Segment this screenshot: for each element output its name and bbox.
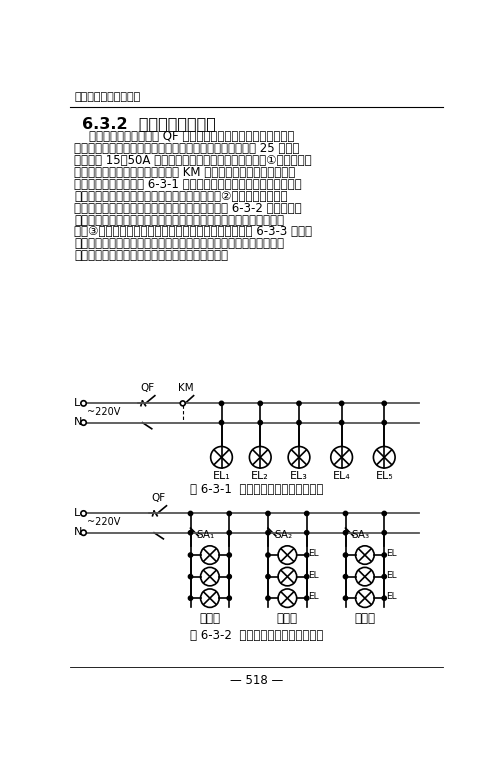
Circle shape: [227, 553, 231, 558]
Text: 载电流为 15～50A 以下灯具的开关控制一般分为三种：①用电源开关: 载电流为 15～50A 以下灯具的开关控制一般分为三种：①用电源开关: [74, 154, 312, 167]
Circle shape: [340, 421, 344, 424]
Text: ~220V: ~220V: [88, 517, 121, 527]
Text: 图 6-3-1  室内单路照明集中控制电路: 图 6-3-1 室内单路照明集中控制电路: [190, 483, 323, 496]
Circle shape: [305, 574, 309, 579]
Circle shape: [266, 553, 270, 558]
Text: 室内一个单相电源开关 QF 控制的线路以内所接的照明灯具称为: 室内一个单相电源开关 QF 控制的线路以内所接的照明灯具称为: [74, 130, 295, 143]
Text: 该种方式适用于室内单间或需要某一点控制灯具的场所，是一种比较: 该种方式适用于室内单间或需要某一点控制灯具的场所，是一种比较: [74, 238, 284, 251]
Text: EL₃: EL₃: [290, 471, 308, 481]
Circle shape: [305, 596, 309, 601]
Circle shape: [382, 596, 386, 601]
Text: SA₂: SA₂: [274, 530, 292, 540]
Text: EL: EL: [308, 592, 319, 601]
Circle shape: [227, 531, 231, 535]
Text: EL₅: EL₅: [375, 471, 393, 481]
Circle shape: [305, 531, 309, 535]
Circle shape: [188, 553, 193, 558]
Circle shape: [219, 401, 223, 405]
Text: N: N: [74, 527, 83, 537]
Circle shape: [266, 574, 270, 579]
Circle shape: [81, 511, 86, 516]
Circle shape: [180, 401, 185, 406]
Circle shape: [266, 531, 270, 535]
Circle shape: [188, 574, 193, 579]
Circle shape: [343, 511, 348, 516]
Text: QF: QF: [152, 494, 166, 504]
Text: L: L: [74, 398, 81, 408]
Text: EL: EL: [386, 592, 396, 601]
Circle shape: [382, 421, 386, 424]
Text: 几盏灯的方式，该种控制方式称为分路控制，如图 6-3-2 所示，一般: 几盏灯的方式，该种控制方式称为分路控制，如图 6-3-2 所示，一般: [74, 201, 302, 215]
Text: EL: EL: [386, 549, 396, 558]
Circle shape: [340, 401, 344, 405]
Circle shape: [258, 401, 263, 405]
Circle shape: [297, 401, 301, 405]
Circle shape: [227, 574, 231, 579]
Text: 第一路: 第一路: [199, 612, 220, 625]
Text: 节能的控制方式，例如家庭、旅店、宾馆房间等。: 节能的控制方式，例如家庭、旅店、宾馆房间等。: [74, 249, 228, 262]
Circle shape: [382, 531, 386, 535]
Text: 全程图解电工维修技法: 全程图解电工维修技法: [74, 92, 140, 102]
Text: KM: KM: [178, 384, 194, 394]
Text: ~220V: ~220V: [88, 407, 121, 417]
Text: 图 6-3-2  室内单路照明分路控制电路: 图 6-3-2 室内单路照明分路控制电路: [190, 629, 323, 642]
Circle shape: [81, 401, 86, 406]
Text: 第三路: 第三路: [354, 612, 375, 625]
Text: 单路照明回路，按要求原则上每一回路所接的灯具不宜超过 25 盏。负: 单路照明回路，按要求原则上每一回路所接的灯具不宜超过 25 盏。负: [74, 142, 300, 155]
Text: SA₃: SA₃: [352, 530, 370, 540]
Circle shape: [227, 511, 231, 516]
Circle shape: [219, 421, 223, 424]
Circle shape: [227, 596, 231, 601]
Text: — 518 —: — 518 —: [230, 674, 283, 687]
Circle shape: [382, 511, 386, 516]
Text: 第二路: 第二路: [277, 612, 298, 625]
Circle shape: [305, 511, 309, 516]
Circle shape: [343, 574, 348, 579]
Circle shape: [81, 530, 86, 535]
Circle shape: [188, 596, 193, 601]
Circle shape: [258, 421, 263, 424]
Circle shape: [382, 574, 386, 579]
Circle shape: [81, 420, 86, 425]
Circle shape: [343, 553, 348, 558]
Text: SA₁: SA₁: [197, 530, 215, 540]
Text: EL: EL: [308, 549, 319, 558]
Circle shape: [266, 596, 270, 601]
Circle shape: [305, 553, 309, 558]
Text: 式称为集中控制，如图 6-3-1 所示，集中控制常用于要求照明时间较: 式称为集中控制，如图 6-3-1 所示，集中控制常用于要求照明时间较: [74, 178, 302, 191]
Text: 直接作为灯具的开关或通过接触器 KM 控制灯具的开关，该种控制方: 直接作为灯具的开关或通过接触器 KM 控制灯具的开关，该种控制方: [74, 166, 296, 179]
Circle shape: [382, 553, 386, 558]
Text: 长、照明亮度无变化的场所，如超市、商店等；②采用一个开关控制: 长、照明亮度无变化的场所，如超市、商店等；②采用一个开关控制: [74, 190, 288, 203]
Circle shape: [188, 531, 193, 535]
Text: EL: EL: [386, 571, 396, 580]
Text: EL: EL: [308, 571, 319, 580]
Text: EL₄: EL₄: [333, 471, 351, 481]
Text: EL₂: EL₂: [252, 471, 269, 481]
Text: N: N: [74, 417, 83, 427]
Circle shape: [188, 511, 193, 516]
Text: EL₁: EL₁: [212, 471, 230, 481]
Text: L: L: [74, 508, 81, 518]
Circle shape: [343, 596, 348, 601]
Text: QF: QF: [140, 384, 154, 394]
Circle shape: [266, 511, 270, 516]
Circle shape: [297, 421, 301, 424]
Text: 等；③采用一个开关控制一盏灯的方式称为单控灯，如图 6-3-3 所示，: 等；③采用一个开关控制一盏灯的方式称为单控灯，如图 6-3-3 所示，: [74, 225, 312, 238]
Circle shape: [343, 531, 348, 535]
Text: 用于根据室内亮度的明暗、需调节室内亮度的场所，如会议室、教室: 用于根据室内亮度的明暗、需调节室内亮度的场所，如会议室、教室: [74, 214, 284, 227]
Text: 6.3.2  室内单路照明电路: 6.3.2 室内单路照明电路: [82, 116, 216, 131]
Circle shape: [382, 401, 386, 405]
